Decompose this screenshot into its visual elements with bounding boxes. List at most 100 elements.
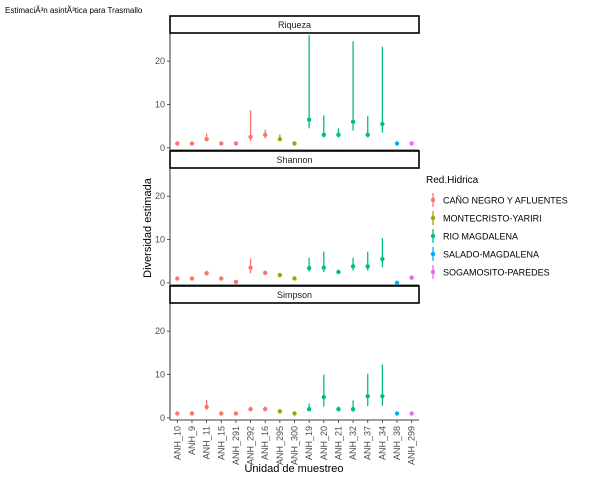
legend-label: RIO MAGDALENA [443, 232, 518, 242]
point-anh_34 [380, 121, 385, 127]
point-anh_300 [292, 411, 297, 416]
facet-strip-label: Shannon [276, 155, 312, 165]
point-anh_291 [233, 279, 239, 285]
point-anh_38 [394, 280, 400, 286]
legend-label: SOGAMOSITO-PAREDES [443, 268, 550, 278]
point-anh_21 [336, 406, 341, 412]
x-tick-label-anh_15: ANH_15 [216, 426, 226, 460]
y-tick-label: 10 [155, 100, 165, 110]
legend-item-3: SALADO-MAGDALENA [430, 247, 539, 261]
legend-label: SALADO-MAGDALENA [443, 250, 539, 260]
point-anh_16 [263, 270, 268, 276]
x-tick-label-anh_38: ANH_38 [392, 426, 402, 460]
point-anh_34 [380, 393, 385, 399]
legend: Red.Hidrica CAÑO NEGRO Y AFLUENTES MONTEC… [426, 175, 568, 279]
point-anh_16 [263, 406, 268, 412]
point-anh_34 [380, 256, 385, 262]
point-anh_38 [394, 411, 400, 416]
x-tick-label-anh_21: ANH_21 [333, 426, 343, 460]
facet-strip [169, 285, 420, 304]
point-anh_9 [189, 141, 195, 146]
legend-item-4: SOGAMOSITO-PAREDES [430, 265, 550, 279]
x-tick-label-anh_299: ANH_299 [407, 426, 417, 465]
point-anh_9 [189, 411, 195, 416]
legend-key-point [430, 251, 436, 257]
point-anh_295 [277, 136, 283, 142]
y-tick-label: 20 [155, 56, 165, 66]
x-tick-label-anh_10: ANH_10 [172, 426, 182, 460]
legend-item-2: RIO MAGDALENA [430, 229, 518, 243]
y-axis-title: Diversidad estimada [142, 177, 154, 278]
point-anh_9 [189, 276, 195, 281]
legend-title: Red.Hidrica [426, 175, 479, 186]
legend-item-0: CAÑO NEGRO Y AFLUENTES [430, 193, 568, 207]
y-tick-label: 0 [160, 143, 165, 153]
point-anh_292 [248, 134, 253, 140]
point-anh_15 [219, 141, 224, 146]
point-anh_15 [219, 411, 224, 416]
panel-riqueza: Riqueza 0 10 20 [155, 15, 420, 153]
point-anh_11 [204, 136, 209, 142]
facet-panels: Riqueza 0 10 20 Shannon 0 10 20 Simpson 0 10 20 [155, 15, 420, 423]
point-anh_19 [306, 265, 312, 271]
facet-strip [169, 15, 420, 34]
facet-strip-label: Simpson [277, 290, 312, 300]
point-anh_21 [336, 132, 341, 138]
point-anh_37 [365, 264, 370, 269]
y-tick-label: 20 [155, 191, 165, 201]
point-anh_19 [306, 406, 312, 412]
y-tick-label: 0 [160, 278, 165, 288]
point-anh_295 [277, 409, 283, 414]
point-anh_291 [233, 411, 239, 416]
x-tick-label-anh_19: ANH_19 [304, 426, 314, 460]
point-anh_299 [409, 275, 414, 280]
point-anh_20 [321, 132, 326, 138]
point-anh_10 [175, 141, 180, 146]
point-anh_10 [175, 276, 180, 281]
point-anh_15 [219, 276, 224, 281]
point-anh_299 [409, 411, 414, 416]
y-tick-label: 10 [155, 370, 165, 380]
point-anh_11 [204, 404, 209, 410]
legend-item-1: MONTECRISTO-YARIRI [430, 211, 542, 225]
point-anh_292 [248, 406, 253, 412]
point-anh_16 [263, 132, 268, 138]
legend-key-point [430, 197, 436, 203]
point-anh_292 [248, 265, 253, 270]
point-anh_32 [350, 119, 356, 125]
point-anh_32 [350, 406, 356, 412]
point-anh_32 [350, 264, 356, 269]
panel-shannon: Shannon 0 10 20 [155, 150, 420, 288]
legend-key-point [430, 233, 436, 239]
point-anh_20 [321, 265, 326, 270]
x-tick-label-anh_16: ANH_16 [260, 426, 270, 460]
panel-simpson: Simpson 0 10 20 [155, 285, 420, 423]
facet-strip-label: Riqueza [278, 20, 311, 30]
point-anh_37 [365, 132, 370, 138]
x-axis: ANH_10 ANH_9 ANH_11 ANH_15 ANH_291 ANH_292 ANH… [172, 426, 416, 465]
y-tick-label: 0 [160, 413, 165, 423]
x-tick-label-anh_291: ANH_291 [231, 426, 241, 465]
y-tick-label: 10 [155, 235, 165, 245]
legend-label: CAÑO NEGRO Y AFLUENTES [443, 196, 568, 206]
point-anh_295 [277, 272, 283, 278]
chart-title: EstimaciÃ³n asintÃ³tica para Trasmallo [5, 6, 143, 15]
point-anh_37 [365, 393, 370, 399]
point-anh_21 [336, 269, 341, 275]
x-tick-label-anh_37: ANH_37 [363, 426, 373, 460]
x-tick-label-anh_34: ANH_34 [377, 426, 387, 460]
legend-label: MONTECRISTO-YARIRI [443, 214, 542, 224]
x-axis-title: Unidad de muestreo [244, 463, 343, 475]
point-anh_19 [306, 117, 312, 122]
x-tick-label-anh_11: ANH_11 [202, 426, 212, 459]
point-anh_11 [204, 271, 209, 276]
point-anh_10 [175, 411, 180, 416]
x-tick-label-anh_20: ANH_20 [319, 426, 329, 460]
legend-key-point [430, 269, 436, 275]
point-anh_299 [409, 141, 414, 146]
legend-key-point [430, 215, 436, 221]
x-tick-label-anh_300: ANH_300 [290, 426, 300, 465]
point-anh_300 [292, 276, 297, 281]
point-anh_20 [321, 394, 326, 400]
point-anh_291 [233, 141, 239, 146]
